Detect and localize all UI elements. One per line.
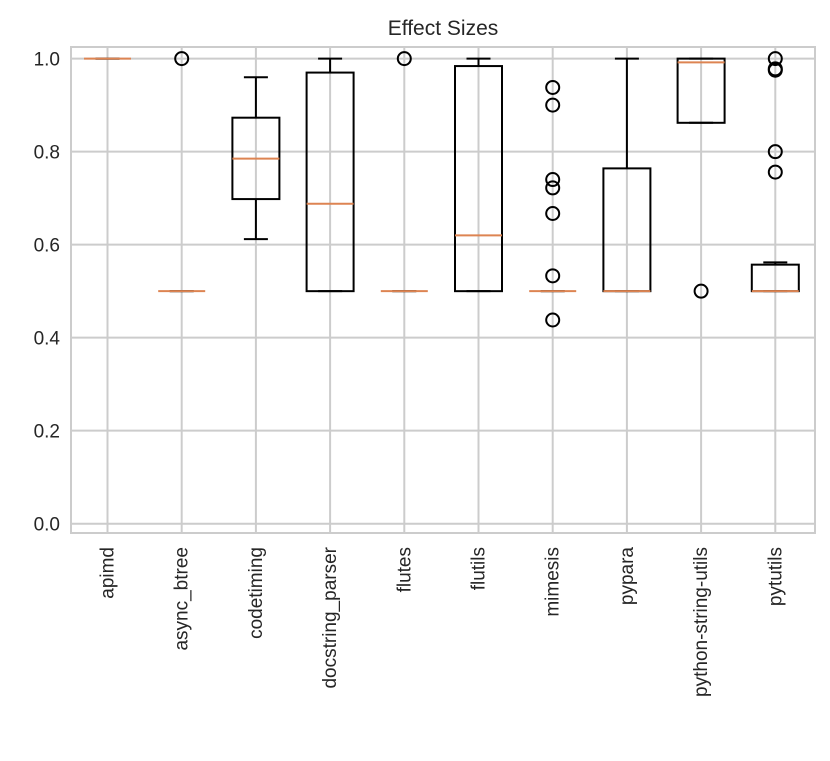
outlier-point xyxy=(767,51,783,67)
y-tick-label: 0.0 xyxy=(34,515,60,536)
y-tick-labels: 0.0 0.2 0.4 0.6 0.8 1.0 xyxy=(34,50,61,536)
outlier-point xyxy=(767,61,783,77)
y-tick-label: 0.2 xyxy=(34,422,60,443)
outlier-point xyxy=(545,312,561,328)
box-pypara xyxy=(602,57,652,293)
grid-lines xyxy=(71,47,815,533)
outlier-point xyxy=(545,180,561,196)
box-mimesis xyxy=(529,79,577,328)
outlier-point xyxy=(693,283,709,299)
outlier-point xyxy=(767,144,783,160)
outlier-point xyxy=(174,51,190,67)
box-python-string-utils xyxy=(676,57,726,299)
iqr-box xyxy=(676,57,726,124)
y-tick-label: 0.4 xyxy=(34,329,61,350)
y-tick-label: 0.6 xyxy=(34,236,60,257)
x-tick-label: async_btree xyxy=(172,547,193,651)
x-tick-label: docstring_parser xyxy=(320,546,341,688)
outlier-point xyxy=(545,79,561,95)
x-tick-labels: apimd async_btree codetiming docstring_pars… xyxy=(98,546,787,697)
y-tick-label: 0.8 xyxy=(34,143,60,164)
y-tick-label: 1.0 xyxy=(34,50,60,71)
x-tick-label: pytutils xyxy=(765,547,786,606)
box-flutes xyxy=(380,51,428,293)
box-async_btree xyxy=(158,51,206,293)
box-docstring_parser xyxy=(305,57,355,293)
plot-frame xyxy=(70,46,816,534)
outlier-point xyxy=(545,97,561,113)
outlier-point xyxy=(767,164,783,180)
outlier-point xyxy=(545,268,561,284)
x-tick-label: apimd xyxy=(98,547,119,599)
x-tick-label: python-string-utils xyxy=(691,547,712,697)
box-codetiming xyxy=(231,76,281,241)
outlier-point xyxy=(545,205,561,221)
iqr-box xyxy=(454,65,503,293)
box-groups xyxy=(84,51,800,328)
outlier-point xyxy=(545,172,561,188)
x-tick-label: pypara xyxy=(617,547,638,606)
iqr-box xyxy=(305,71,355,293)
outlier-point xyxy=(396,51,412,67)
x-tick-label: flutils xyxy=(469,547,490,590)
x-tick-label: flutes xyxy=(394,547,415,592)
x-tick-label: codetiming xyxy=(246,547,267,639)
chart-title: Effect Sizes xyxy=(388,17,499,40)
x-tick-label: mimesis xyxy=(543,547,564,617)
box-pytutils xyxy=(750,51,800,293)
box-flutils xyxy=(454,57,503,293)
